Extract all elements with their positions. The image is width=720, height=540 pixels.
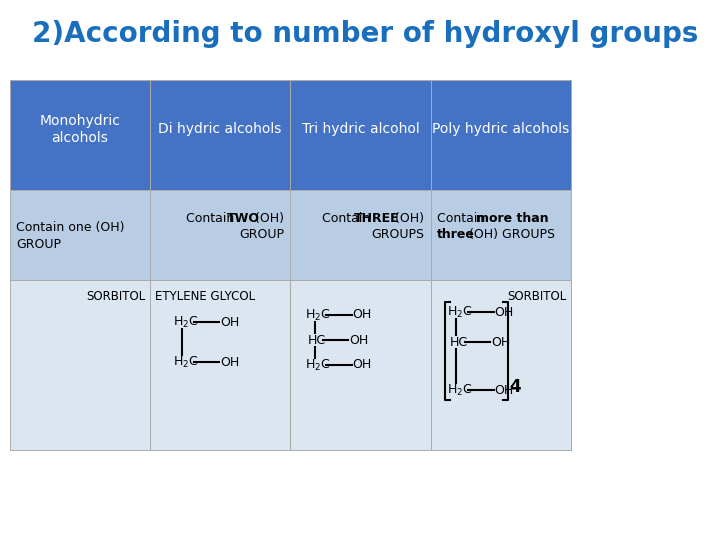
Bar [9,190,150,280]
Text: OH: OH [491,335,510,348]
Text: OH: OH [352,359,372,372]
Bar [431,190,571,280]
Text: OH: OH [220,315,240,328]
Text: Contain one (OH): Contain one (OH) [16,220,125,233]
Text: GROUP: GROUP [239,228,284,241]
Text: (OH): (OH) [391,212,424,225]
Text: HC: HC [450,335,468,348]
Bar [290,80,431,190]
Text: (OH) GROUPS: (OH) GROUPS [465,228,555,241]
Text: Di hydric alcohols: Di hydric alcohols [158,123,282,137]
Bar [431,280,571,450]
Bar [431,80,571,190]
Text: Contain: Contain [322,212,374,225]
Text: OH: OH [495,306,513,319]
Text: GROUPS: GROUPS [372,228,424,241]
Bar [9,80,150,190]
Text: THREE: THREE [354,212,400,225]
Text: OH: OH [220,355,240,368]
Text: Contain: Contain [437,212,490,225]
Bar [290,280,431,450]
Text: OH: OH [349,334,369,347]
Text: SORBITOL: SORBITOL [86,290,145,303]
Text: H$_2$C: H$_2$C [446,382,472,397]
Text: H$_2$C: H$_2$C [446,305,472,320]
Bar [9,280,150,450]
Text: Monohydric
alcohols: Monohydric alcohols [40,114,120,145]
Text: SORBITOL: SORBITOL [507,290,566,303]
Text: Contain: Contain [186,212,239,225]
Bar [290,190,431,280]
Text: three: three [437,228,475,241]
Text: HC: HC [308,334,326,347]
Text: H$_2$C: H$_2$C [305,307,330,322]
Text: 4: 4 [510,378,521,396]
Text: OH: OH [352,308,372,321]
Text: ETYLENE GLYCOL: ETYLENE GLYCOL [155,290,255,303]
Text: Poly hydric alcohols: Poly hydric alcohols [432,123,570,137]
Bar [150,190,290,280]
Text: (OH): (OH) [251,212,284,225]
Text: GROUP: GROUP [16,238,61,251]
Text: H$_2$C: H$_2$C [173,314,198,329]
Text: OH: OH [495,383,513,396]
Text: TWO: TWO [227,212,260,225]
Text: Tri hydric alcohol: Tri hydric alcohol [302,123,419,137]
Text: H$_2$C: H$_2$C [173,354,198,369]
Text: more than: more than [476,212,549,225]
Text: H$_2$C: H$_2$C [305,357,330,373]
Bar [150,80,290,190]
Text: 2)According to number of hydroxyl groups: 2)According to number of hydroxyl groups [32,20,698,48]
Bar [150,280,290,450]
